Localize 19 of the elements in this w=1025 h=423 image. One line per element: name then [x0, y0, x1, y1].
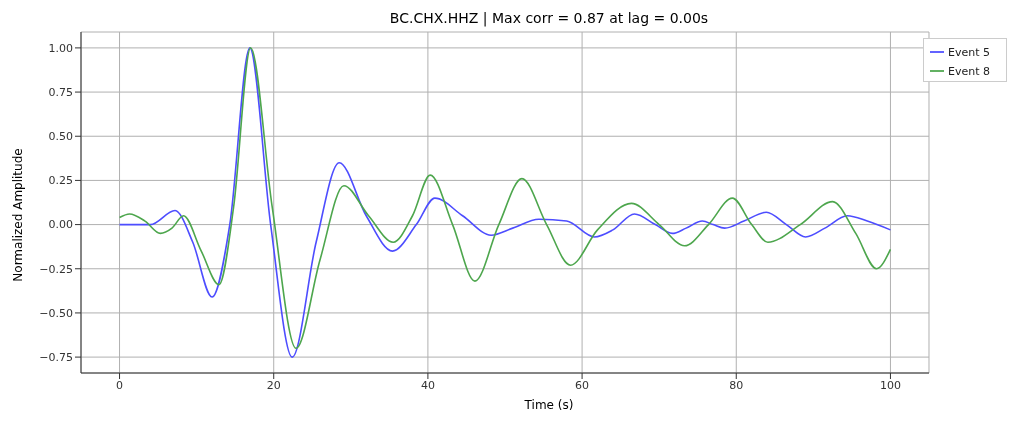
y-tick-label: −0.25 [39, 262, 73, 276]
legend-label: Event 5 [947, 46, 990, 59]
x-tick-label: 80 [729, 378, 744, 392]
y-tick-label: 0.50 [48, 130, 73, 144]
y-tick-label: 0.00 [48, 218, 73, 232]
chart-title: BC.CHX.HHZ | Max corr = 0.87 at lag = 0.00s [388, 10, 710, 26]
y-tick-label: −0.50 [39, 306, 73, 320]
x-tick-label: 40 [420, 378, 435, 392]
x-tick-label: 60 [575, 378, 590, 392]
x-tick-label: 0 [116, 378, 124, 392]
y-tick-label: 1.00 [48, 41, 73, 55]
x-tick-label: 20 [266, 378, 281, 392]
y-axis-title: Normalized Amplitude [11, 147, 25, 284]
y-tick-label: −0.75 [39, 351, 73, 364]
legend-label: Event 8 [947, 65, 990, 78]
x-axis-title: Time (s) [523, 398, 575, 412]
y-tick-label: 0.75 [48, 85, 73, 99]
x-tick-label: 100 [879, 378, 901, 392]
y-tick-label: 0.25 [48, 174, 73, 188]
